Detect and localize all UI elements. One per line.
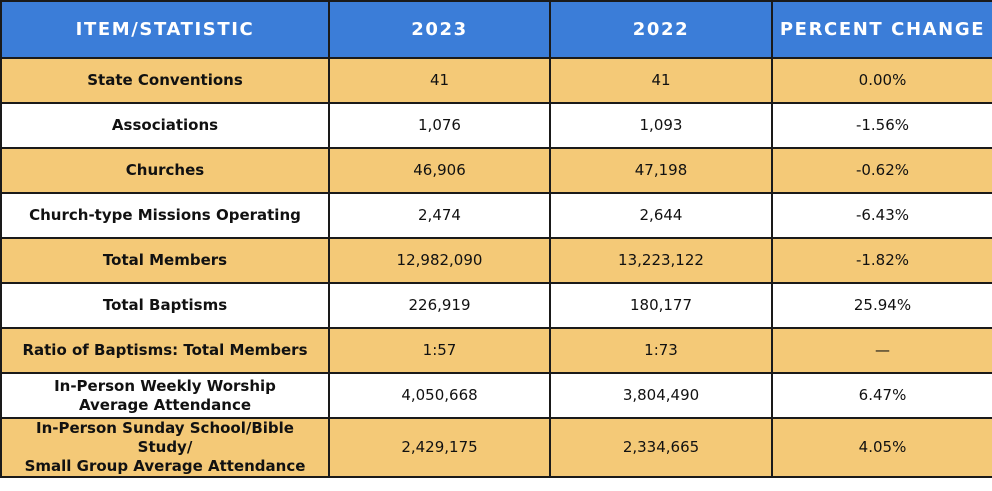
header-cell: ITEM/STATISTIC [0, 0, 330, 59]
stats-table: ITEM/STATISTIC 2023 2022 PERCENT CHANGE Sta… [0, 0, 992, 478]
table-row: Associations 1,076 1,093 -1.56% [0, 102, 992, 149]
value-cell: 25.94% [771, 282, 992, 329]
value-cell: -1.82% [771, 237, 992, 284]
value-cell: -6.43% [771, 192, 992, 239]
item-cell: Total Members [0, 237, 330, 284]
value-cell: 1:73 [549, 327, 773, 374]
value-cell: 6.47% [771, 372, 992, 419]
value-cell: 226,919 [328, 282, 551, 329]
table-row: Ratio of Baptisms: Total Members 1:57 1:73… [0, 327, 992, 374]
item-cell: Churches [0, 147, 330, 194]
item-cell: Total Baptisms [0, 282, 330, 329]
item-cell: In-Person Sunday School/Bible Study/ Sma… [0, 417, 330, 478]
value-cell: 1:57 [328, 327, 551, 374]
table-body: State Conventions 41 41 0.00% Associations 1,… [0, 57, 992, 478]
table-row: In-Person Sunday School/Bible Study/ Sma… [0, 417, 992, 478]
value-cell: 12,982,090 [328, 237, 551, 284]
item-cell: In-Person Weekly Worship Average Attenda… [0, 372, 330, 419]
value-cell: 2,474 [328, 192, 551, 239]
value-cell: 2,429,175 [328, 417, 551, 478]
table-row: Churches 46,906 47,198 -0.62% [0, 147, 992, 194]
item-cell: Ratio of Baptisms: Total Members [0, 327, 330, 374]
table-row: Church-type Missions Operating 2,474 2,644… [0, 192, 992, 239]
header-row: ITEM/STATISTIC 2023 2022 PERCENT CHANGE [0, 0, 992, 59]
value-cell: 46,906 [328, 147, 551, 194]
value-cell: 1,076 [328, 102, 551, 149]
value-cell: 3,804,490 [549, 372, 773, 419]
table-row: In-Person Weekly Worship Average Attenda… [0, 372, 992, 419]
value-cell: -1.56% [771, 102, 992, 149]
item-cell: Associations [0, 102, 330, 149]
header-cell: 2022 [549, 0, 773, 59]
value-cell: 41 [549, 57, 773, 104]
value-cell: 4,050,668 [328, 372, 551, 419]
value-cell: 4.05% [771, 417, 992, 478]
value-cell: 13,223,122 [549, 237, 773, 284]
table-row: State Conventions 41 41 0.00% [0, 57, 992, 104]
table-row: Total Baptisms 226,919 180,177 25.94% [0, 282, 992, 329]
value-cell: 0.00% [771, 57, 992, 104]
value-cell: 2,334,665 [549, 417, 773, 478]
value-cell: -0.62% [771, 147, 992, 194]
value-cell: 180,177 [549, 282, 773, 329]
item-cell: Church-type Missions Operating [0, 192, 330, 239]
value-cell: 1,093 [549, 102, 773, 149]
table-head: ITEM/STATISTIC 2023 2022 PERCENT CHANGE [0, 0, 992, 59]
header-cell: PERCENT CHANGE [771, 0, 992, 59]
value-cell: — [771, 327, 992, 374]
header-cell: 2023 [328, 0, 551, 59]
value-cell: 2,644 [549, 192, 773, 239]
value-cell: 47,198 [549, 147, 773, 194]
value-cell: 41 [328, 57, 551, 104]
table-row: Total Members 12,982,090 13,223,122 -1.82% [0, 237, 992, 284]
item-cell: State Conventions [0, 57, 330, 104]
